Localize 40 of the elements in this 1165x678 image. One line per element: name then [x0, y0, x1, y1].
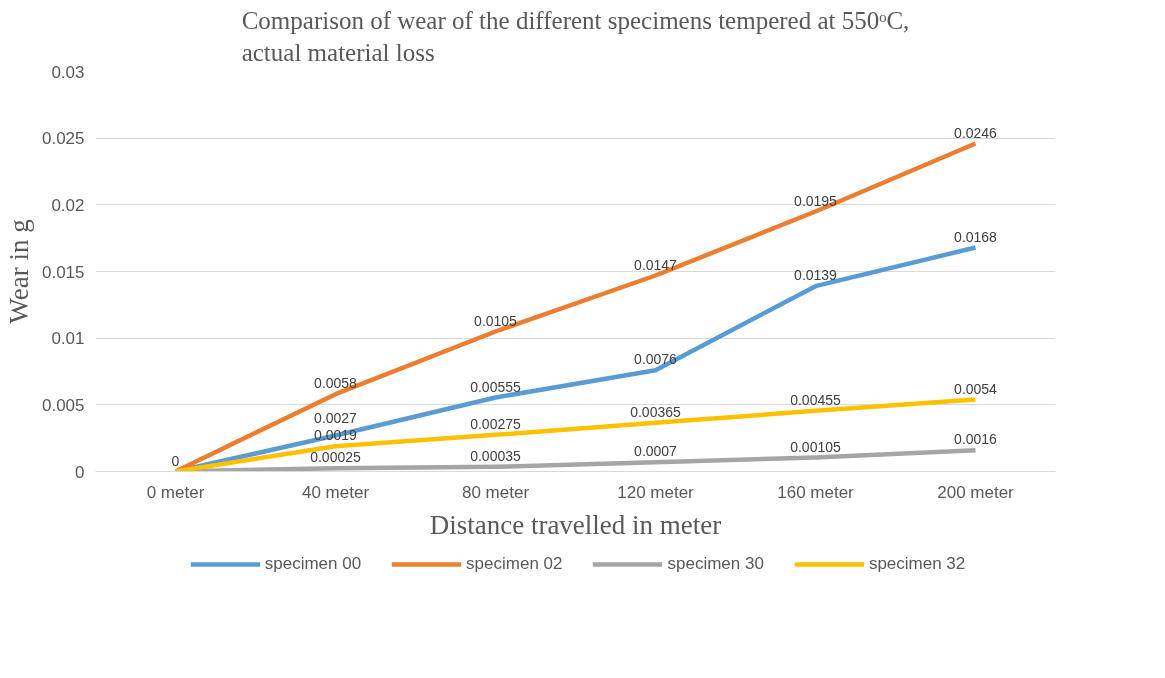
data-label: 0.0027 — [314, 410, 358, 427]
data-label: 0.0054 — [954, 380, 998, 397]
legend-label: specimen 30 — [667, 554, 764, 574]
y-tick-label: 0 — [75, 462, 85, 482]
data-label: 0.00105 — [790, 438, 842, 455]
legend-label: specimen 02 — [466, 554, 563, 574]
y-tick-label: 0.005 — [41, 395, 85, 415]
x-tick-label: 80 meter — [461, 482, 530, 502]
y-tick-label: 0.02 — [51, 195, 85, 215]
data-label: 0.0195 — [794, 192, 838, 209]
data-label: 0.0246 — [954, 124, 998, 141]
x-tick-label: 0 meter — [146, 482, 205, 502]
data-label: 0.00035 — [470, 447, 522, 464]
x-axis-title: Distance travelled in meter — [429, 509, 722, 540]
x-tick-label: 120 meter — [617, 482, 695, 502]
data-label: 0.0168 — [954, 228, 998, 245]
chart-title: Comparison of wear of the different specimens tempered at 550ᵒC, actual material loss — [241, 7, 910, 67]
data-label: 0.0007 — [634, 443, 678, 460]
x-tick-label: 160 meter — [777, 482, 855, 502]
data-label: 0 — [171, 452, 180, 469]
y-tick-label: 0.01 — [51, 329, 85, 349]
data-label: 0.0058 — [314, 375, 358, 392]
data-label: 0.00365 — [630, 403, 682, 420]
data-label: 0.0147 — [634, 256, 678, 273]
data-label: 0.0139 — [794, 267, 838, 284]
legend-label: specimen 00 — [264, 554, 362, 574]
y-axis-title: Wear in g — [3, 219, 34, 324]
y-tick-label: 0.025 — [41, 129, 85, 149]
legend-label: specimen 32 — [868, 554, 966, 574]
data-label: 0.00275 — [470, 415, 522, 432]
y-tick-label: 0.015 — [41, 262, 85, 282]
data-label: 0.00025 — [310, 449, 362, 466]
data-label: 0.00555 — [470, 378, 522, 395]
x-tick-label: 40 meter — [301, 482, 370, 502]
data-label: 0.0105 — [474, 312, 518, 329]
data-label: 0.0076 — [634, 351, 678, 368]
y-tick-label: 0.03 — [51, 62, 85, 82]
x-tick-label: 200 meter — [937, 482, 1015, 502]
data-label: 0.0016 — [954, 431, 998, 448]
data-label: 0.00455 — [790, 391, 842, 408]
